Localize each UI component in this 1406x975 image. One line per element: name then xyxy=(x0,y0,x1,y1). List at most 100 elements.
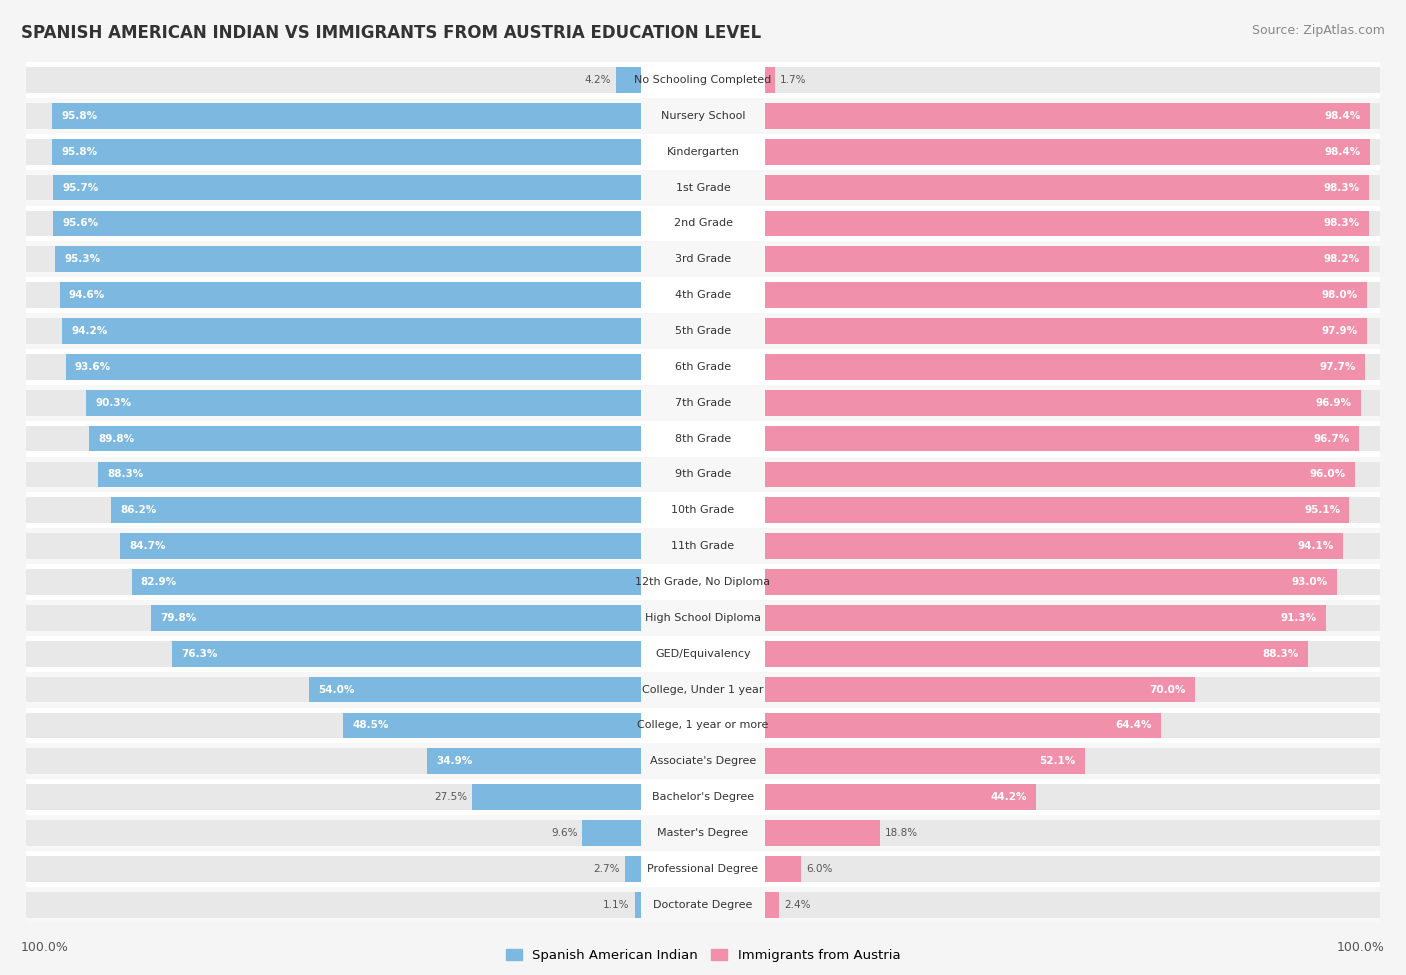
Text: 96.9%: 96.9% xyxy=(1316,398,1351,408)
Bar xyxy=(27,636,1379,672)
Bar xyxy=(765,784,1379,810)
Text: 64.4%: 64.4% xyxy=(1115,721,1152,730)
Text: 88.3%: 88.3% xyxy=(1263,648,1299,659)
Bar xyxy=(27,820,641,846)
Text: 95.8%: 95.8% xyxy=(62,111,97,121)
Bar xyxy=(765,175,1379,201)
Bar xyxy=(27,103,641,129)
Text: 89.8%: 89.8% xyxy=(98,434,135,444)
Text: Master's Degree: Master's Degree xyxy=(658,828,748,838)
Bar xyxy=(765,426,1360,451)
Bar xyxy=(765,604,1379,631)
Bar xyxy=(765,820,1379,846)
Bar xyxy=(27,528,1379,565)
Text: 79.8%: 79.8% xyxy=(160,613,195,623)
Text: 95.6%: 95.6% xyxy=(63,218,98,228)
Text: College, 1 year or more: College, 1 year or more xyxy=(637,721,769,730)
Bar xyxy=(27,247,641,272)
Bar xyxy=(66,354,641,380)
Bar xyxy=(765,533,1379,559)
Text: 93.0%: 93.0% xyxy=(1291,577,1327,587)
Text: 11th Grade: 11th Grade xyxy=(672,541,734,551)
Bar xyxy=(765,282,1379,308)
Bar xyxy=(27,67,641,93)
Text: 84.7%: 84.7% xyxy=(129,541,166,551)
Text: 82.9%: 82.9% xyxy=(141,577,177,587)
Text: High School Diploma: High School Diploma xyxy=(645,613,761,623)
Bar xyxy=(27,420,1379,456)
Bar xyxy=(765,318,1379,344)
Bar xyxy=(27,354,641,380)
Bar xyxy=(765,677,1195,703)
Bar xyxy=(27,390,641,415)
Bar xyxy=(27,175,641,201)
Bar xyxy=(132,569,641,595)
Bar xyxy=(765,713,1161,738)
Bar xyxy=(765,103,1369,129)
Bar xyxy=(111,497,641,524)
Bar xyxy=(765,426,1379,451)
Bar xyxy=(27,641,641,667)
Bar xyxy=(765,569,1337,595)
Bar xyxy=(27,456,1379,492)
Bar xyxy=(27,206,1379,242)
Bar xyxy=(765,390,1361,415)
Text: 1st Grade: 1st Grade xyxy=(676,182,730,193)
Text: 94.6%: 94.6% xyxy=(69,291,105,300)
Text: 95.7%: 95.7% xyxy=(62,182,98,193)
Bar xyxy=(765,604,1326,631)
Text: 7th Grade: 7th Grade xyxy=(675,398,731,408)
Bar xyxy=(172,641,641,667)
Bar xyxy=(27,743,1379,779)
Bar xyxy=(765,138,1369,165)
Text: 6.0%: 6.0% xyxy=(806,864,832,874)
Bar xyxy=(27,277,1379,313)
Text: 2nd Grade: 2nd Grade xyxy=(673,218,733,228)
Bar xyxy=(765,67,775,93)
Text: 96.0%: 96.0% xyxy=(1309,469,1346,480)
Bar xyxy=(27,851,1379,887)
Bar xyxy=(27,856,641,881)
Bar xyxy=(765,497,1350,524)
Bar xyxy=(765,749,1085,774)
Text: 1.7%: 1.7% xyxy=(780,75,807,85)
Bar xyxy=(27,565,1379,600)
Text: 8th Grade: 8th Grade xyxy=(675,434,731,444)
Bar xyxy=(27,242,1379,277)
Bar xyxy=(27,672,1379,708)
Text: 97.9%: 97.9% xyxy=(1322,326,1358,336)
Bar xyxy=(765,677,1379,703)
Bar xyxy=(472,784,641,810)
Bar xyxy=(765,892,779,917)
Bar xyxy=(624,856,641,881)
Bar xyxy=(27,211,641,236)
Text: 27.5%: 27.5% xyxy=(434,792,467,802)
Bar xyxy=(765,354,1379,380)
Bar xyxy=(27,677,641,703)
Text: 9th Grade: 9th Grade xyxy=(675,469,731,480)
Bar xyxy=(27,170,1379,206)
Text: 95.3%: 95.3% xyxy=(65,254,101,264)
Text: 76.3%: 76.3% xyxy=(181,648,218,659)
Text: 10th Grade: 10th Grade xyxy=(672,505,734,516)
Text: 48.5%: 48.5% xyxy=(353,721,388,730)
Bar xyxy=(27,492,1379,528)
Text: GED/Equivalency: GED/Equivalency xyxy=(655,648,751,659)
Text: 4.2%: 4.2% xyxy=(585,75,610,85)
Bar xyxy=(27,138,641,165)
Text: 12th Grade, No Diploma: 12th Grade, No Diploma xyxy=(636,577,770,587)
Text: 95.1%: 95.1% xyxy=(1305,505,1340,516)
Text: 93.6%: 93.6% xyxy=(75,362,111,371)
Bar xyxy=(765,103,1379,129)
Text: 95.8%: 95.8% xyxy=(62,146,97,157)
Bar xyxy=(765,175,1369,201)
Bar xyxy=(27,497,641,524)
Text: College, Under 1 year: College, Under 1 year xyxy=(643,684,763,694)
Bar xyxy=(52,103,641,129)
Bar xyxy=(53,211,641,236)
Bar xyxy=(27,815,1379,851)
Text: 98.3%: 98.3% xyxy=(1324,182,1360,193)
Text: No Schooling Completed: No Schooling Completed xyxy=(634,75,772,85)
Text: Associate's Degree: Associate's Degree xyxy=(650,757,756,766)
Text: 98.4%: 98.4% xyxy=(1324,146,1361,157)
